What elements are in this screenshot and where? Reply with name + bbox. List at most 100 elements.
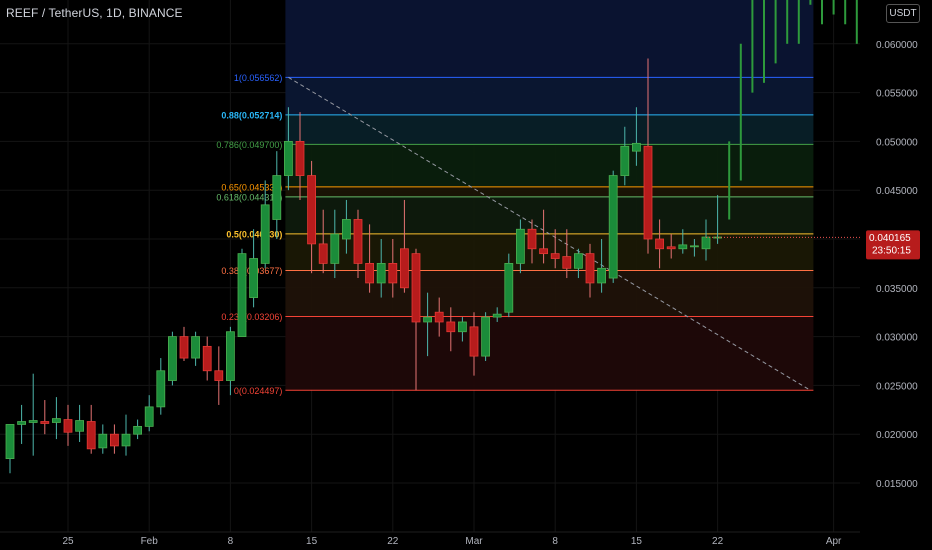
symbol-title: REEF / TetherUS, 1D, BINANCE	[6, 6, 183, 20]
candle	[121, 414, 131, 456]
candle-body	[179, 336, 189, 359]
candle-body	[562, 256, 572, 269]
candle	[516, 219, 525, 274]
candle-body	[28, 420, 38, 423]
time-tick-label: 22	[712, 536, 724, 547]
candle-body	[225, 331, 235, 381]
price-tick-label: 0.060000	[876, 40, 918, 51]
candle-body	[167, 336, 177, 381]
candle-body	[330, 233, 340, 264]
time-tick-label: Mar	[465, 536, 483, 547]
candle-body	[643, 145, 653, 240]
price-tick-label: 0.030000	[876, 333, 918, 344]
time-tick-label: 8	[552, 536, 558, 547]
candle-body	[5, 424, 15, 460]
fib-zone	[285, 0, 814, 78]
candle-body	[504, 262, 514, 313]
time-axis: 25 Feb 8 15 22 Mar 8 15 22 Apr	[0, 531, 860, 547]
candle	[260, 180, 270, 269]
candle-body	[144, 406, 154, 427]
fib-level-label: 0.88(0.052714)	[221, 110, 282, 120]
candle	[643, 58, 653, 254]
fib-level-label: 0.5(0.040530)	[226, 229, 282, 239]
candle	[376, 239, 386, 298]
candle-body	[272, 175, 282, 220]
candle-body	[574, 253, 583, 269]
candle-body	[133, 425, 143, 435]
candle	[75, 404, 84, 443]
candle	[562, 229, 572, 279]
fib-zone	[285, 114, 814, 145]
candle	[678, 229, 688, 254]
candle-body	[75, 420, 84, 432]
price-tick-label: 0.025000	[876, 381, 918, 392]
candle-body	[597, 267, 606, 284]
candle	[608, 170, 618, 283]
candle-body	[713, 236, 722, 239]
candle	[620, 126, 630, 186]
candle-body	[249, 258, 259, 298]
price-axis-bg	[860, 0, 932, 550]
candle	[399, 199, 409, 293]
fib-level-label: 0.786(0.049700)	[216, 140, 282, 150]
candle-body	[481, 316, 491, 357]
candle	[365, 224, 375, 293]
candle	[156, 358, 166, 415]
price-tick-label: 0.020000	[876, 430, 918, 441]
currency-button[interactable]: USDT	[886, 4, 920, 23]
time-tick-label: Feb	[141, 536, 159, 547]
candle-body	[608, 175, 618, 279]
candles	[5, 58, 722, 474]
candle	[632, 107, 641, 166]
candle	[504, 253, 514, 318]
price-tick-label: 0.045000	[876, 186, 918, 197]
current-price-badge	[866, 230, 920, 260]
candle	[550, 229, 560, 269]
time-tick-label: Apr	[826, 536, 842, 547]
candle-body	[516, 228, 525, 264]
candle-body	[283, 140, 293, 176]
projection-bars	[728, 0, 858, 220]
candle	[690, 239, 699, 257]
candle	[492, 307, 502, 322]
trend-line	[288, 76, 811, 391]
candle	[597, 239, 606, 293]
candle-body	[492, 313, 502, 318]
candle-body	[411, 253, 421, 323]
candle-body	[156, 370, 166, 408]
candle	[585, 243, 595, 298]
fib-zone	[285, 196, 814, 234]
candle	[237, 248, 247, 337]
fib-zone	[285, 77, 814, 115]
candle-body	[469, 326, 479, 357]
candle	[481, 312, 491, 361]
candle-body	[365, 262, 375, 284]
candle	[655, 219, 664, 269]
candle-body	[98, 433, 108, 449]
candle	[457, 317, 467, 342]
candle-body	[307, 175, 317, 245]
candle-body	[620, 145, 630, 176]
candle-body	[701, 236, 711, 250]
candle-body	[376, 262, 386, 284]
candle-body	[457, 321, 467, 333]
candle	[52, 397, 61, 440]
fib-retracement: 1(0.056562) 0.88(0.052714) 0.786(0.049700)…	[216, 0, 814, 396]
candle	[133, 419, 143, 440]
candle	[214, 346, 224, 405]
candle	[86, 404, 96, 454]
candle-body	[585, 253, 595, 284]
candle	[5, 424, 15, 474]
candle-body	[86, 421, 96, 450]
candle	[225, 326, 235, 396]
candle	[167, 331, 177, 386]
candle	[434, 297, 444, 337]
fib-level-label: 0.236(0.03206)	[221, 312, 282, 322]
candle	[28, 373, 38, 456]
candle	[295, 112, 305, 200]
price-axis: 0.015000 0.020000 0.025000 0.030000 0.035000…	[860, 0, 932, 550]
fib-level-label: 1(0.056562)	[234, 73, 283, 83]
candle-body	[632, 142, 641, 152]
candle	[539, 209, 548, 264]
